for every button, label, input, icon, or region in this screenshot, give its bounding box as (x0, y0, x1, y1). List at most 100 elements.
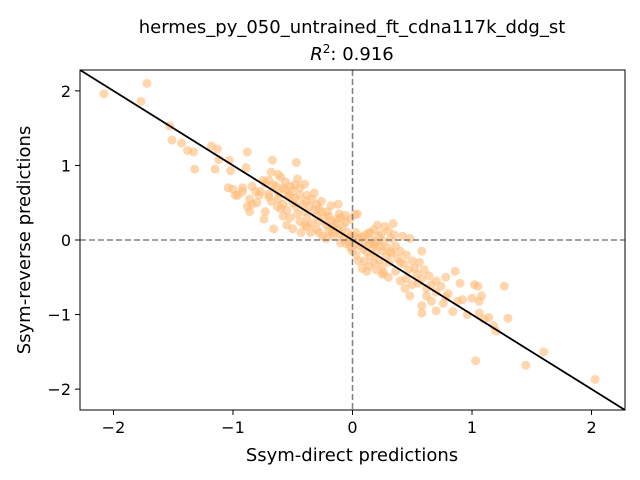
scatter-point (226, 166, 236, 176)
scatter-point (417, 301, 427, 311)
scatter-point (242, 147, 252, 157)
scatter-point (503, 313, 513, 323)
scatter-point (374, 231, 384, 241)
x-axis-title: Ssym-direct predictions (246, 445, 458, 466)
scatter-point (142, 78, 152, 88)
scatter-point (300, 179, 310, 189)
scatter-point (539, 347, 549, 357)
scatter-point (365, 228, 375, 238)
y-tick-label: 2 (61, 82, 71, 101)
y-axis-title: Ssym-reverse predictions (14, 126, 35, 355)
y-tick-label: 1 (61, 156, 71, 175)
scatter-point (414, 257, 424, 267)
scatter-point (326, 201, 336, 211)
y-tick-label: 0 (61, 231, 71, 250)
scatter-point (431, 306, 441, 316)
scatter-point (455, 278, 465, 288)
scatter-point (278, 211, 288, 221)
scatter-point (267, 155, 277, 165)
scatter-point (407, 256, 417, 266)
scatter-point (413, 278, 423, 288)
scatter-point (241, 163, 251, 173)
scatter-point (484, 313, 494, 323)
scatter-point (386, 247, 396, 257)
scatter-point (247, 199, 257, 209)
scatter-point (417, 246, 427, 256)
scatter-point (300, 220, 310, 230)
scatter-point (477, 291, 487, 301)
scatter-point (379, 268, 389, 278)
scatter-point (282, 220, 292, 230)
x-tick-label: 0 (347, 418, 357, 437)
scatter-point (405, 234, 415, 244)
scatter-point (473, 281, 483, 291)
scatter-point (254, 190, 264, 200)
scatter-point (426, 296, 436, 306)
scatter-point (400, 283, 410, 293)
y-tick-label: −1 (47, 306, 71, 325)
scatter-point (189, 147, 199, 157)
scatter-point (306, 228, 316, 238)
scatter-point (99, 89, 109, 99)
scatter-point (324, 226, 334, 236)
scatter-point (388, 219, 398, 229)
scatter-point (284, 190, 294, 200)
scatter-point (321, 234, 331, 244)
scatter-point (398, 231, 408, 241)
scatter-point (441, 272, 451, 282)
plot-area: −2 −1 0 1 2 −2 −1 0 1 2 (47, 69, 626, 437)
scatter-point (190, 164, 200, 174)
scatter-point (405, 291, 415, 301)
scatter-point (260, 207, 270, 217)
scatter-point (362, 266, 372, 276)
y-tick-label: −2 (47, 380, 71, 399)
scatter-point (291, 157, 301, 167)
scatter-point (417, 308, 427, 318)
chart-title: hermes_py_050_untrained_ft_cdna117k_ddg_… (139, 17, 566, 38)
scatter-point (369, 257, 379, 267)
scatter-point (309, 188, 319, 198)
scatter-point (238, 183, 248, 193)
scatter-point (352, 209, 362, 219)
r-squared-value: : 0.916 (330, 44, 393, 65)
scatter-point (212, 144, 222, 154)
scatter-point (424, 271, 434, 281)
scatter-point (316, 196, 326, 206)
x-tick-label: 2 (586, 418, 596, 437)
scatter-point (210, 164, 220, 174)
scatter-point (332, 214, 342, 224)
scatter-point (422, 283, 432, 293)
scatter-point (264, 192, 274, 202)
scatter-point (401, 274, 411, 284)
scatter-point (296, 228, 306, 238)
fit-line (80, 70, 625, 410)
scatter-point (401, 250, 411, 260)
scatter-point (264, 175, 274, 185)
scatter-point (271, 181, 281, 191)
scatter-point (333, 199, 343, 209)
scatter-point (590, 374, 600, 384)
scatter-point (457, 295, 467, 305)
x-tick-label: −1 (221, 418, 245, 437)
x-tick-label: 1 (467, 418, 477, 437)
scatter-point (302, 190, 312, 200)
r-squared-symbol: R (310, 44, 323, 65)
scatter-point (278, 183, 288, 193)
scatter-point (467, 293, 477, 303)
scatter-point (345, 242, 355, 252)
scatter-point (285, 213, 295, 223)
x-tick-label: −2 (102, 418, 126, 437)
scatter-point (230, 190, 240, 200)
scatter-point (136, 96, 146, 106)
scatter-point (369, 239, 379, 249)
scatter-point (371, 265, 381, 275)
scatter-point (389, 230, 399, 240)
scatter-point (307, 219, 317, 229)
scatter-point (295, 190, 305, 200)
r-squared-superscript: 2 (323, 42, 331, 56)
scatter-point (293, 174, 303, 184)
scatter-point (177, 138, 187, 148)
chart-subtitle: R2: 0.916 (310, 42, 393, 65)
scatter-point (314, 228, 324, 238)
scatter-point (373, 220, 383, 230)
